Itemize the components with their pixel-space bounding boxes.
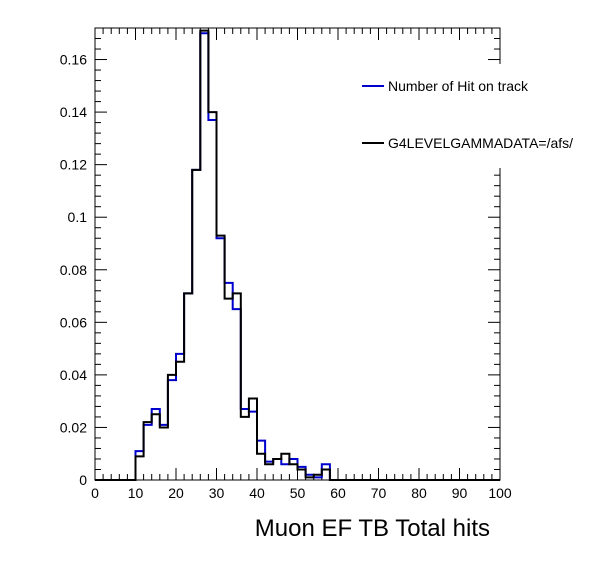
axis-tick-labels: 0 10 20 30 40 50 60 70 80 90 100 0 0.02 0.04 0.06 0.08 0… (60, 52, 512, 501)
y-tick-label: 0.08 (60, 262, 87, 278)
y-tick-label: 0.06 (60, 314, 87, 330)
x-tick-label: 40 (249, 485, 265, 501)
x-tick-label: 60 (330, 485, 346, 501)
legend: Number of Hit on track G4LEVELGAMMADATA=/… (357, 64, 596, 168)
y-tick-label: 0.12 (60, 157, 87, 173)
x-axis-title: Muon EF TB Total hits (255, 515, 490, 542)
y-tick-label: 0.04 (60, 367, 87, 383)
y-tick-label: 0 (79, 472, 87, 488)
x-tick-label: 70 (371, 485, 387, 501)
x-tick-label: 0 (91, 485, 99, 501)
x-tick-label: 50 (290, 485, 306, 501)
y-tick-label: 0.14 (60, 104, 87, 120)
legend-label-1: Number of Hit on track (388, 78, 529, 94)
x-tick-label: 10 (128, 485, 144, 501)
x-tick-label: 20 (168, 485, 184, 501)
histogram-series-2 (95, 29, 500, 481)
y-tick-label: 0.1 (68, 209, 88, 225)
x-tick-label: 80 (411, 485, 427, 501)
y-tick-label: 0.02 (60, 419, 87, 435)
legend-label-2: G4LEVELGAMMADATA=/afs/ (388, 135, 573, 151)
legend-box (357, 64, 596, 168)
x-tick-label: 100 (488, 485, 512, 501)
x-tick-label: 90 (452, 485, 468, 501)
histogram-series (95, 29, 500, 481)
x-tick-label: 30 (209, 485, 225, 501)
y-tick-label: 0.16 (60, 52, 87, 68)
